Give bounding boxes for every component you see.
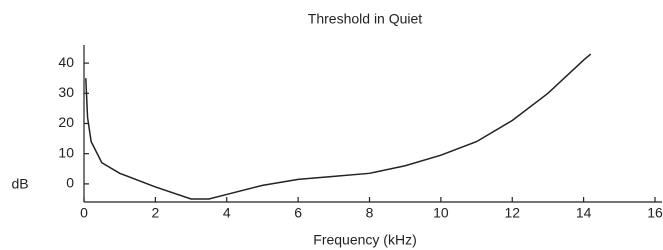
x-tick-label: 14	[576, 205, 592, 221]
chart: Threshold in Quiet dB Frequency (kHz) 0 1…	[0, 0, 663, 250]
x-tick-label: 4	[223, 205, 231, 221]
x-tick-label: 16	[647, 205, 663, 221]
y-axis-label: dB	[11, 176, 28, 192]
y-tick-label: 0	[66, 175, 74, 191]
x-tick-label: 2	[151, 205, 159, 221]
x-tick-label: 10	[433, 205, 449, 221]
x-tick-label: 8	[366, 205, 374, 221]
x-tick-label: 0	[80, 205, 88, 221]
data-line	[86, 54, 591, 199]
y-tick-label: 40	[58, 54, 74, 70]
y-tick-label: 20	[58, 114, 74, 130]
chart-title: Threshold in Quiet	[308, 11, 423, 27]
y-tick-label: 10	[58, 144, 74, 160]
x-tick-label: 12	[504, 205, 520, 221]
y-tick-label: 30	[58, 84, 74, 100]
x-tick-label: 6	[294, 205, 302, 221]
x-axis-label: Frequency (kHz)	[313, 232, 416, 248]
